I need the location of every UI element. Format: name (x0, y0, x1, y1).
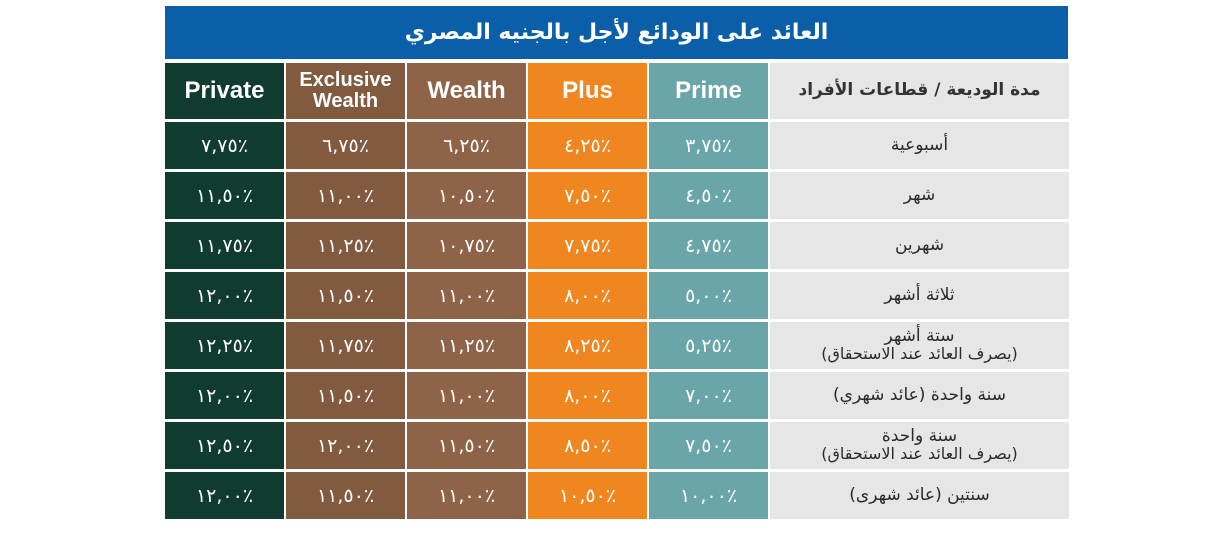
cell-exclusive-wealth: ٪٦,٧٥ (286, 122, 405, 169)
cell-plus: ٪٧,٧٥ (528, 222, 647, 269)
cell-wealth: ٪١٠,٥٠ (407, 172, 526, 219)
cell-prime: ٪٥,٢٥ (649, 322, 768, 369)
cell-private: ٪١٢,٠٠ (165, 472, 284, 519)
header-exclusive-wealth-line1: Exclusive (299, 69, 392, 91)
cell-private: ٪١٢,٠٠ (165, 272, 284, 319)
cell-prime: ٪٤,٧٥ (649, 222, 768, 269)
cell-plus: ٪٧,٥٠ (528, 172, 647, 219)
cell-prime: ٪٤,٥٠ (649, 172, 768, 219)
row-label-main: سنة واحدة (881, 426, 958, 447)
cell-wealth: ٪١٠,٧٥ (407, 222, 526, 269)
row-label: ثلاثة أشهر (770, 272, 1069, 319)
cell-exclusive-wealth: ٪١١,٧٥ (286, 322, 405, 369)
cell-plus: ٪٨,٢٥ (528, 322, 647, 369)
deposit-rates-table-container: العائد على الودائع لأجل بالجنيه المصري P… (165, 6, 1069, 519)
row-label-main: شهر (903, 184, 936, 205)
row-label-main: سنة واحدة (عائد شهري) (833, 384, 1006, 405)
header-exclusive-wealth: Exclusive Wealth (286, 63, 405, 119)
cell-wealth: ٪٦,٢٥ (407, 122, 526, 169)
cell-plus: ٪٨,٥٠ (528, 422, 647, 469)
rates-table: Private Exclusive Wealth Wealth Plus Pri… (165, 63, 1069, 519)
header-tenor: مدة الوديعة / قطاعات الأفراد (770, 63, 1069, 119)
cell-prime: ٪٥,٠٠ (649, 272, 768, 319)
cell-wealth: ٪١١,٥٠ (407, 422, 526, 469)
row-label-note: (يصرف العائد عند الاستحقاق) (821, 444, 1018, 464)
cell-private: ٪١٢,٢٥ (165, 322, 284, 369)
cell-plus: ٪٤,٢٥ (528, 122, 647, 169)
row-label-main: ستة أشهر (884, 326, 955, 347)
cell-exclusive-wealth: ٪١٢,٠٠ (286, 422, 405, 469)
row-label-main: ثلاثة أشهر (884, 284, 955, 305)
row-label-note: (يصرف العائد عند الاستحقاق) (821, 344, 1018, 364)
cell-exclusive-wealth: ٪١١,٢٥ (286, 222, 405, 269)
cell-exclusive-wealth: ٪١١,٠٠ (286, 172, 405, 219)
row-label: سنة واحدة (يصرف العائد عند الاستحقاق) (770, 422, 1069, 469)
cell-exclusive-wealth: ٪١١,٥٠ (286, 272, 405, 319)
cell-wealth: ٪١١,٠٠ (407, 272, 526, 319)
header-private: Private (165, 63, 284, 119)
row-label: سنتين (عائد شهرى) (770, 472, 1069, 519)
cell-private: ٪٧,٧٥ (165, 122, 284, 169)
cell-exclusive-wealth: ٪١١,٥٠ (286, 372, 405, 419)
row-label: أسبوعية (770, 122, 1069, 169)
cell-private: ٪١٢,٥٠ (165, 422, 284, 469)
cell-private: ٪١١,٥٠ (165, 172, 284, 219)
row-label: شهر (770, 172, 1069, 219)
row-label-main: أسبوعية (890, 134, 949, 155)
row-label-main: سنتين (عائد شهرى) (849, 484, 990, 505)
row-label-main: شهرين (894, 234, 945, 255)
cell-plus: ٪١٠,٥٠ (528, 472, 647, 519)
header-prime: Prime (649, 63, 768, 119)
row-label: ستة أشهر (يصرف العائد عند الاستحقاق) (770, 322, 1069, 369)
cell-wealth: ٪١١,٠٠ (407, 372, 526, 419)
header-wealth: Wealth (407, 63, 526, 119)
cell-wealth: ٪١١,٠٠ (407, 472, 526, 519)
cell-exclusive-wealth: ٪١١,٥٠ (286, 472, 405, 519)
row-label: شهرين (770, 222, 1069, 269)
cell-prime: ٪٣,٧٥ (649, 122, 768, 169)
cell-private: ٪١١,٧٥ (165, 222, 284, 269)
cell-plus: ٪٨,٠٠ (528, 272, 647, 319)
cell-prime: ٪١٠,٠٠ (649, 472, 768, 519)
cell-plus: ٪٨,٠٠ (528, 372, 647, 419)
table-title: العائد على الودائع لأجل بالجنيه المصري (165, 6, 1068, 59)
cell-prime: ٪٧,٠٠ (649, 372, 768, 419)
header-plus: Plus (528, 63, 647, 119)
cell-wealth: ٪١١,٢٥ (407, 322, 526, 369)
row-label: سنة واحدة (عائد شهري) (770, 372, 1069, 419)
cell-prime: ٪٧,٥٠ (649, 422, 768, 469)
cell-private: ٪١٢,٠٠ (165, 372, 284, 419)
header-exclusive-wealth-line2: Wealth (312, 90, 379, 112)
